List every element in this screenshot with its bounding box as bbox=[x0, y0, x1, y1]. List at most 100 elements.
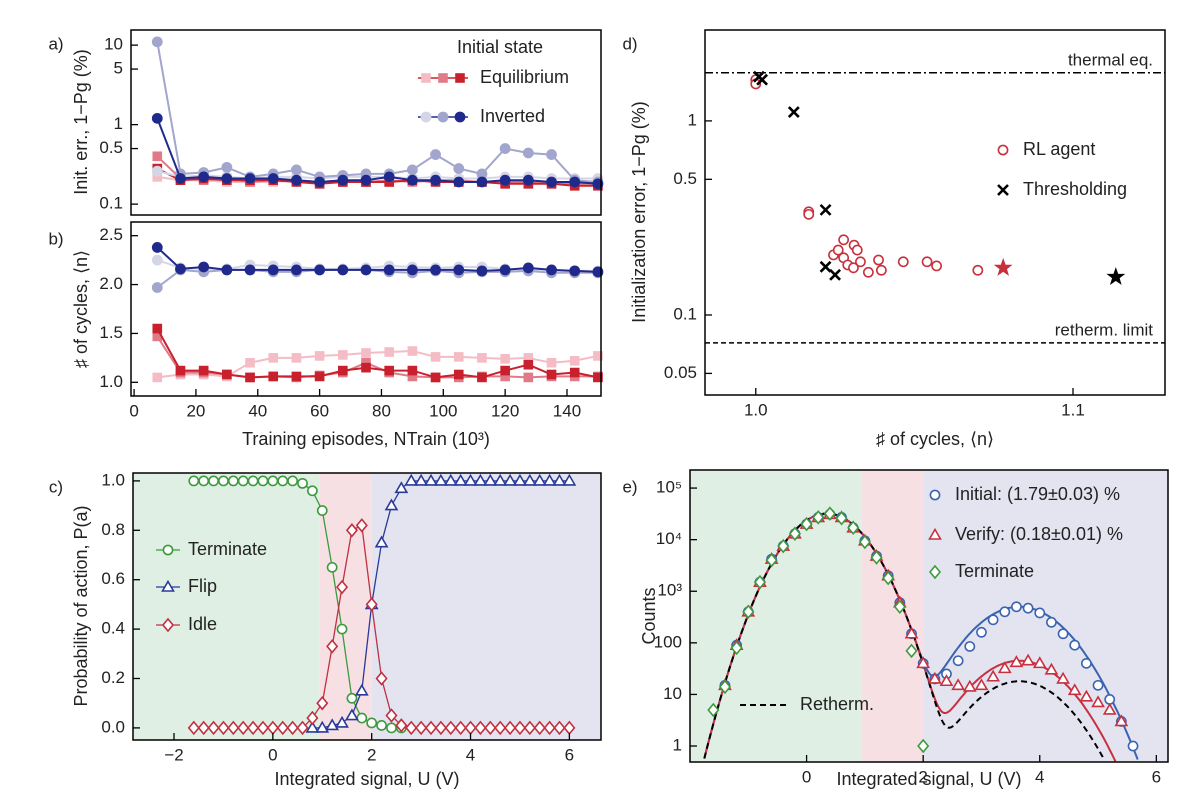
marker bbox=[306, 485, 318, 497]
x-axis-label: Integrated signal, U (V) bbox=[836, 769, 1021, 789]
y-axis-label: Init. err., 1−Pg (%) bbox=[71, 49, 91, 195]
marker bbox=[385, 708, 398, 723]
marker bbox=[305, 720, 320, 733]
marker bbox=[777, 538, 790, 554]
marker bbox=[542, 473, 557, 486]
marker bbox=[406, 164, 418, 176]
marker bbox=[897, 256, 909, 268]
marker bbox=[962, 679, 977, 692]
marker bbox=[730, 640, 743, 656]
marker bbox=[499, 143, 511, 154]
plot-frame bbox=[704, 29, 1166, 396]
y-tick-label: 0.1 bbox=[673, 304, 697, 323]
marker bbox=[993, 257, 1013, 276]
marker bbox=[405, 720, 418, 736]
marker bbox=[1092, 679, 1104, 691]
y-tick-label: 1.0 bbox=[101, 470, 125, 489]
marker bbox=[522, 262, 534, 274]
marker bbox=[718, 679, 732, 695]
marker bbox=[499, 264, 511, 276]
marker bbox=[434, 720, 447, 736]
marker bbox=[513, 473, 527, 486]
marker bbox=[355, 518, 368, 533]
marker bbox=[414, 473, 429, 486]
marker bbox=[222, 369, 232, 380]
region bbox=[923, 470, 1168, 762]
reference-label: thermal eq. bbox=[1068, 50, 1153, 69]
marker bbox=[335, 715, 349, 728]
x-axis-label: ♯ of cycles, ⟨n⟩ bbox=[876, 429, 994, 449]
marker bbox=[707, 702, 720, 718]
marker bbox=[476, 265, 488, 277]
marker bbox=[928, 564, 942, 580]
marker bbox=[819, 260, 832, 273]
marker bbox=[473, 473, 488, 486]
marker bbox=[546, 176, 557, 188]
marker bbox=[291, 174, 302, 186]
marker bbox=[316, 695, 329, 711]
x-tick-label: 2 bbox=[918, 767, 927, 786]
marker bbox=[503, 473, 517, 486]
marker bbox=[257, 475, 269, 487]
marker bbox=[454, 720, 467, 736]
panel-label: c) bbox=[49, 477, 63, 496]
panel: thermal eq. retherm. limit 0.05 0.1 0.5 1 1.0 1… bbox=[622, 29, 1166, 449]
marker bbox=[383, 171, 395, 183]
marker bbox=[430, 149, 441, 160]
y-tick-label: 2.5 bbox=[99, 225, 123, 244]
marker bbox=[453, 473, 468, 486]
x-tick-label: 40 bbox=[248, 401, 267, 420]
marker bbox=[569, 265, 581, 277]
marker bbox=[976, 626, 987, 638]
region bbox=[133, 473, 320, 740]
marker bbox=[753, 574, 766, 590]
marker bbox=[905, 643, 918, 659]
marker bbox=[921, 256, 933, 268]
marker bbox=[338, 365, 348, 376]
marker bbox=[244, 173, 256, 184]
marker bbox=[972, 264, 984, 276]
marker bbox=[1067, 683, 1082, 696]
x-tick-label: 0 bbox=[268, 745, 277, 764]
marker bbox=[1114, 714, 1129, 727]
marker bbox=[522, 174, 534, 186]
x-tick-label: 1.1 bbox=[1061, 400, 1085, 419]
marker bbox=[453, 369, 464, 380]
marker bbox=[765, 552, 778, 568]
marker bbox=[433, 473, 448, 486]
marker bbox=[208, 475, 219, 487]
marker bbox=[987, 614, 999, 626]
marker bbox=[569, 356, 580, 366]
marker bbox=[291, 353, 302, 363]
marker bbox=[483, 473, 498, 486]
marker bbox=[315, 720, 330, 733]
marker bbox=[823, 506, 836, 521]
marker bbox=[296, 720, 309, 736]
marker bbox=[1032, 656, 1047, 669]
marker bbox=[198, 475, 210, 487]
marker bbox=[151, 165, 163, 177]
marker bbox=[437, 111, 449, 123]
marker bbox=[952, 655, 964, 667]
marker bbox=[151, 242, 163, 253]
marker bbox=[218, 475, 229, 487]
marker bbox=[198, 171, 210, 183]
marker bbox=[326, 639, 339, 654]
y-tick-label: 1 bbox=[114, 114, 123, 133]
marker bbox=[430, 264, 441, 276]
marker bbox=[543, 720, 556, 736]
marker bbox=[533, 720, 546, 736]
marker bbox=[291, 264, 302, 276]
marker bbox=[151, 36, 163, 48]
marker bbox=[756, 73, 769, 86]
legend-label: Terminate bbox=[188, 539, 267, 559]
marker bbox=[375, 671, 388, 686]
marker bbox=[546, 264, 557, 276]
x-tick-label: 0 bbox=[129, 401, 138, 420]
marker bbox=[444, 720, 457, 736]
marker bbox=[404, 473, 419, 486]
marker bbox=[997, 184, 1009, 196]
x-tick-label: 4 bbox=[466, 745, 475, 764]
